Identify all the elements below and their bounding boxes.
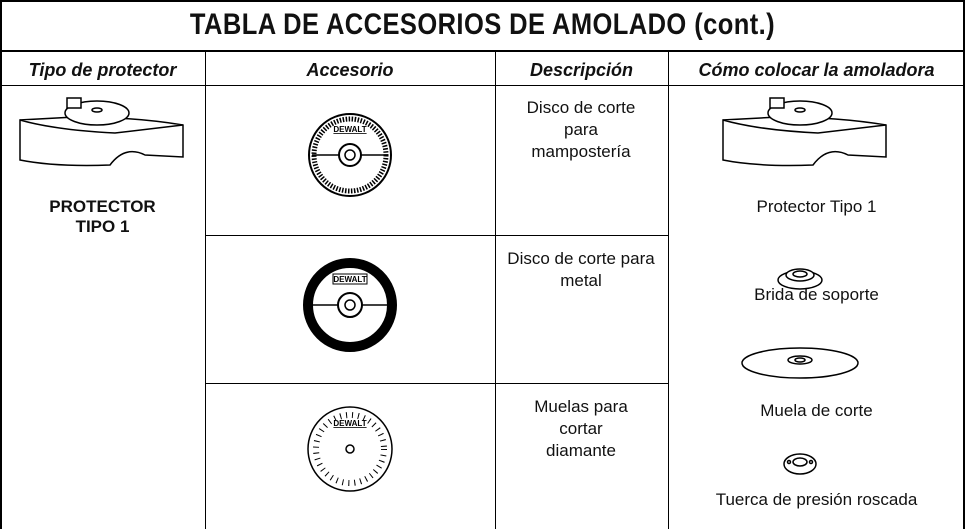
diamond-wheel-icon: DEWALT — [307, 406, 393, 492]
guard-icon — [19, 97, 184, 167]
border — [0, 0, 2, 529]
rule — [0, 85, 965, 86]
description: Disco de corte para mampostería — [526, 98, 636, 161]
column-header: Cómo colocar la amoladora — [698, 60, 935, 80]
rule — [205, 383, 668, 384]
rule — [668, 50, 669, 529]
column-header: Descripción — [529, 60, 634, 80]
assembly-label: Tuerca de presión roscada — [715, 490, 918, 509]
assembly-label: Muela de corte — [760, 401, 873, 420]
border — [963, 0, 965, 529]
assembly-label: Protector Tipo 1 — [756, 197, 877, 216]
metal-disc-icon: DEWALT — [303, 258, 397, 352]
assembly-label: Brida de soporte — [754, 285, 879, 304]
column-header: Tipo de protector — [28, 60, 177, 80]
brand-logo: DEWALT — [333, 275, 366, 284]
border — [0, 0, 965, 2]
table-title: TABLA DE ACCESORIOS DE AMOLADO (cont.) — [189, 8, 776, 41]
description: Disco de corte para metal — [507, 249, 655, 290]
nut-icon — [783, 453, 817, 475]
brand-logo: DEWALT — [333, 125, 366, 134]
rule — [205, 50, 206, 529]
rule — [495, 50, 496, 529]
brand-logo: DEWALT — [333, 419, 366, 428]
flange-icon — [777, 268, 823, 290]
guard-label: PROTECTOR TIPO 1 — [49, 197, 156, 236]
column-header: Accesorio — [306, 60, 394, 80]
rule — [0, 50, 965, 52]
guard-icon — [722, 97, 887, 167]
rule — [205, 235, 668, 236]
masonry-disc-icon: DEWALT — [308, 113, 392, 197]
description: Muelas para cortar diamante — [534, 397, 628, 460]
wheel-icon — [741, 347, 859, 379]
